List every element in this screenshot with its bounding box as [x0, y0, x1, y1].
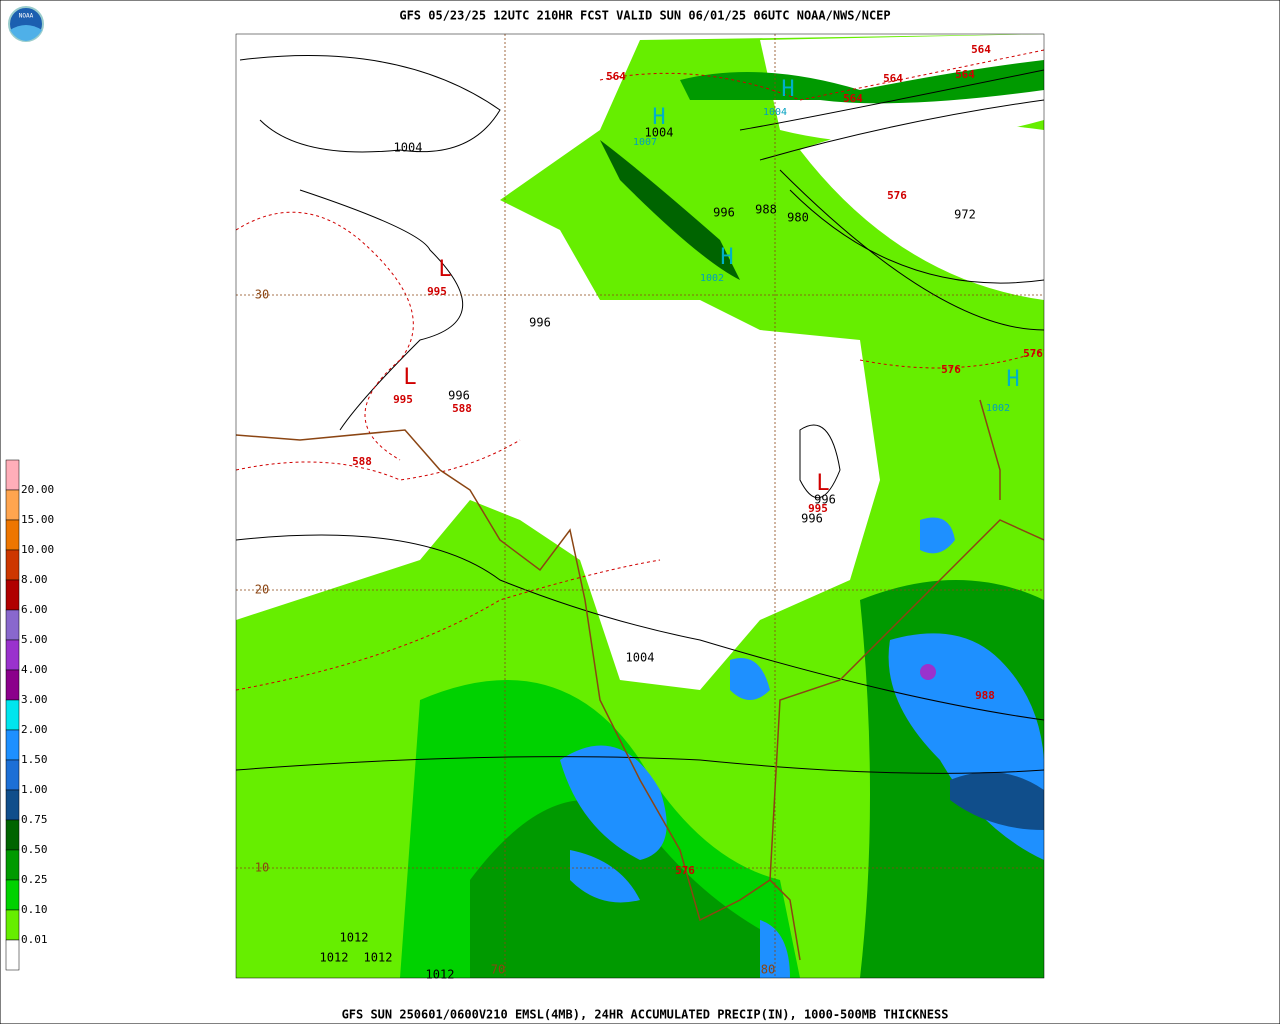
map-label: 1004	[394, 141, 423, 155]
legend-swatch	[5, 609, 20, 641]
map-label: 564	[971, 43, 991, 56]
map-label: 564	[883, 72, 903, 85]
map-label: 564	[955, 68, 975, 81]
map-label: 1004	[645, 126, 674, 140]
title: GFS 05/23/25 12UTC 210HR FCST VALID SUN …	[399, 9, 890, 23]
noaa-logo: NOAA	[8, 6, 44, 42]
legend-swatch	[5, 939, 20, 971]
map-label: 576	[1023, 347, 1043, 360]
map-label: 1012	[320, 951, 349, 965]
map-label: H	[781, 77, 794, 102]
legend-swatch	[5, 699, 20, 731]
legend-label: 1.50	[21, 753, 48, 766]
map-label: 576	[941, 363, 961, 376]
legend-swatch	[5, 849, 20, 881]
legend-swatch	[5, 639, 20, 671]
map-label: 70	[491, 963, 505, 977]
legend-label: 0.50	[21, 843, 48, 856]
map-label: 1007	[633, 137, 657, 148]
legend-swatch	[5, 759, 20, 791]
legend-label: 0.01	[21, 933, 48, 946]
map-label: 996	[801, 512, 823, 526]
legend-label: 20.00	[21, 483, 54, 496]
map-label: 1012	[364, 951, 393, 965]
legend-swatch	[5, 879, 20, 911]
map-label: 80	[761, 963, 775, 977]
map-label: 988	[975, 689, 995, 702]
caption: GFS SUN 250601/0600V210 EMSL(4MB), 24HR …	[342, 1008, 949, 1022]
map-label: H	[1006, 367, 1019, 392]
legend-swatch	[5, 819, 20, 851]
legend-swatch	[5, 549, 20, 581]
map-label: 588	[352, 455, 372, 468]
legend-label: 15.00	[21, 513, 54, 526]
legend-label: 2.00	[21, 723, 48, 736]
map-label: 972	[954, 208, 976, 222]
map-label: 995	[393, 393, 413, 406]
map-label: 995	[427, 285, 447, 298]
map-label: L	[438, 257, 451, 282]
legend-label: 6.00	[21, 603, 48, 616]
legend-label: 3.00	[21, 693, 48, 706]
map-label: 20	[255, 583, 269, 597]
map-label: 1002	[986, 403, 1010, 414]
map-label: 1012	[340, 931, 369, 945]
legend-label: 4.00	[21, 663, 48, 676]
map-label: 30	[255, 288, 269, 302]
map-label: H	[720, 245, 733, 270]
map-label: 576	[887, 189, 907, 202]
logo-text: NOAA	[19, 13, 34, 20]
legend-swatch	[5, 789, 20, 821]
map-label: L	[816, 471, 829, 496]
legend-swatch	[5, 909, 20, 941]
legend-label: 1.00	[21, 783, 48, 796]
legend-label: 10.00	[21, 543, 54, 556]
map-label: 1012	[426, 968, 455, 982]
legend-swatch	[5, 729, 20, 761]
map-label: 980	[787, 211, 809, 225]
legend-swatch	[5, 579, 20, 611]
map-label: 996	[713, 206, 735, 220]
legend-swatch	[5, 489, 20, 521]
legend-label: 5.00	[21, 633, 48, 646]
map-label: 1004	[763, 107, 787, 118]
legend-label: 0.10	[21, 903, 48, 916]
map-label: 1002	[700, 273, 724, 284]
legend-swatch	[5, 459, 20, 491]
legend-swatch	[5, 669, 20, 701]
map-label: 564	[843, 92, 863, 105]
map-label: 996	[814, 493, 836, 507]
map-label: H	[652, 105, 665, 130]
legend-label: 0.75	[21, 813, 48, 826]
legend: 20.00 15.00 10.00 8.00 6.00 5.00 4.00 3.00 2.00 1…	[5, 459, 54, 971]
map-label: 995	[808, 502, 828, 515]
legend-swatch	[5, 519, 20, 551]
map-label: 564	[606, 70, 626, 83]
map-label: 576	[675, 864, 695, 877]
map-label: 1004	[626, 651, 655, 665]
map-label: 588	[452, 402, 472, 415]
map-label: L	[403, 365, 416, 390]
map-label: 988	[755, 203, 777, 217]
legend-label: 0.25	[21, 873, 48, 886]
legend-label: 8.00	[21, 573, 48, 586]
map-label: 996	[448, 389, 470, 403]
map-label: 996	[529, 316, 551, 330]
map-label: 10	[255, 861, 269, 875]
